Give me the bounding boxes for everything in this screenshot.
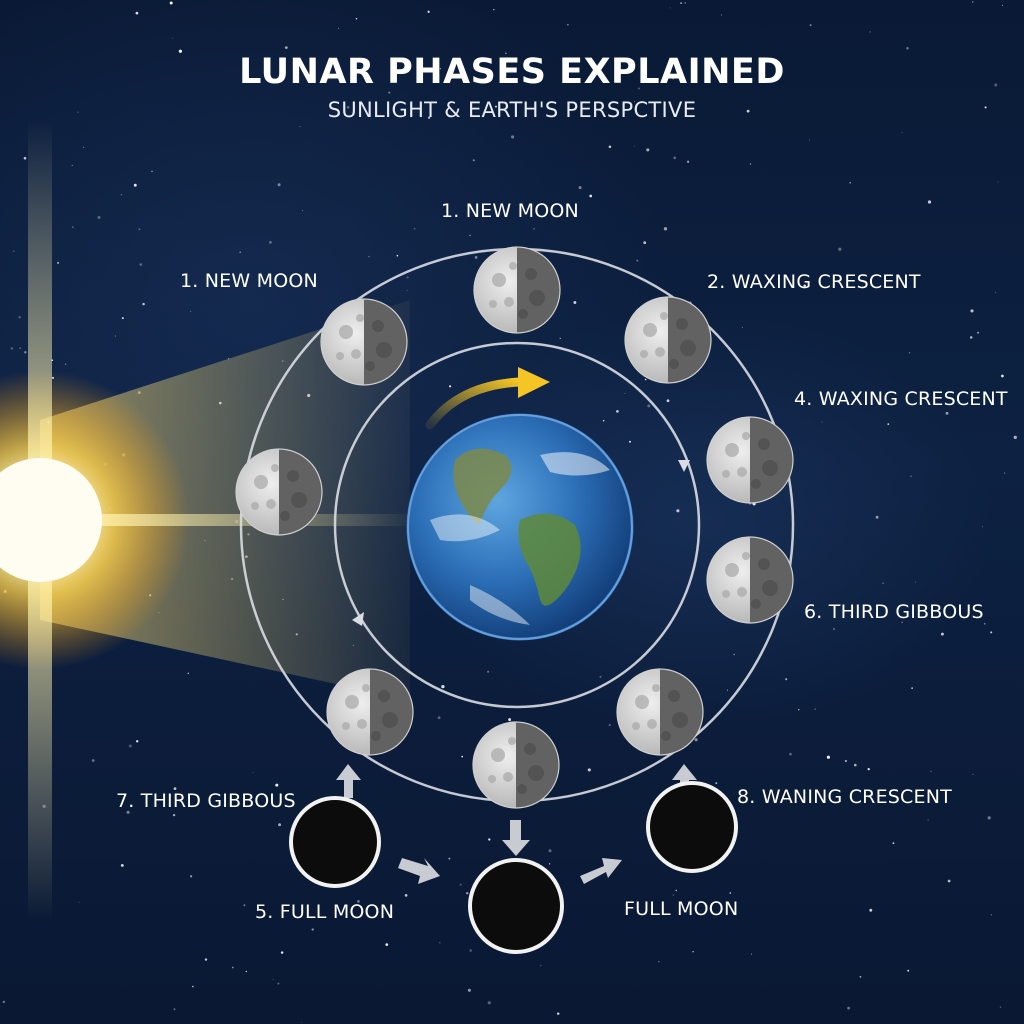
arrow-down-center-icon [502,820,530,856]
arrow-right-lower-right-icon [580,858,622,884]
diagram-title: LUNAR PHASES EXPLAINED [239,52,785,92]
arrow-up-left-icon [336,764,361,798]
moon-icon [706,536,794,624]
moon-icon [473,246,561,334]
moon-icon [706,416,794,504]
orbit-direction-arrow-right [678,460,690,472]
arrow-right-lower-left-icon [398,858,440,884]
moon-icon [624,296,712,384]
orbit-direction-arrow-left [352,612,364,626]
moon-icon [320,298,408,386]
sun-icon [0,120,420,920]
phase-flow-arrows [336,764,697,884]
moon-icon [472,721,560,809]
label-third-gibbous-7: 7. THIRD GIBBOUS [116,790,296,812]
moon-icon [235,448,323,536]
label-waning-crescent-8: 8. WANING CRESCENT [737,786,952,808]
diagram-subtitle: SUNLIGHT & EARTH'S PERSPCTIVE [327,98,697,122]
moon-icon [616,668,704,756]
label-waxing-crescent-2: 2. WAXING CRESCENT [707,271,921,293]
label-waxing-crescent-4: 4. WAXING CRESCENT [794,388,1008,410]
label-third-gibbous-6: 6. THIRD GIBBOUS [804,601,984,623]
inner-orbit-ring [333,341,701,709]
label-full-moon: FULL MOON [624,898,739,920]
label-new-moon-left: 1. NEW MOON [180,270,318,292]
motion-arrow-icon [425,367,550,430]
new-moon-icon [468,858,564,954]
label-new-moon-top: 1. NEW MOON [441,200,579,222]
moon-icon [326,668,414,756]
earth-icon [406,413,634,641]
label-full-moon-5: 5. FULL MOON [255,901,395,923]
new-moon-icon [289,796,381,888]
new-moon-icon [646,781,738,873]
